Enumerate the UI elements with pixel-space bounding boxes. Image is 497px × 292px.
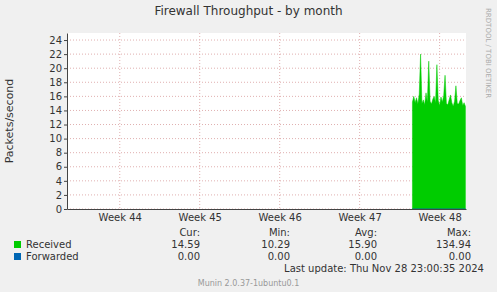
y-tick: 16 [49, 91, 67, 102]
y-tick: 24 [49, 35, 67, 46]
y-tick-mark [64, 110, 67, 111]
grid-line-y [67, 166, 466, 167]
line [412, 209, 465, 210]
y-tick-mark [64, 167, 67, 168]
y-tick: 10 [49, 133, 67, 144]
y-tick-mark [64, 181, 67, 182]
y-axis-line [67, 34, 68, 210]
y-tick: 6 [56, 161, 67, 172]
x-tick-label: Week 44 [99, 212, 142, 223]
stats-value: 0.00 [449, 251, 471, 262]
y-tick-label: 10 [49, 133, 62, 144]
y-tick-mark [64, 153, 67, 154]
y-axis-title: Packets/second [3, 79, 16, 164]
y-tick: 12 [49, 119, 67, 130]
y-tick-label: 0 [56, 204, 62, 215]
y-tick-label: 16 [49, 91, 62, 102]
grid-line-y [67, 96, 466, 97]
stats-value: 0.00 [268, 251, 290, 262]
stats-value: 15.90 [348, 239, 377, 250]
x-tick-label: Week 45 [179, 212, 222, 223]
y-tick-mark [64, 209, 67, 210]
y-tick: 18 [49, 77, 67, 88]
y-tick-mark [64, 54, 67, 55]
y-tick: 0 [56, 204, 67, 215]
grid-line-y [67, 82, 466, 83]
y-tick-label: 4 [56, 176, 62, 187]
grid-line-y [67, 40, 466, 41]
grid-line-x [199, 33, 200, 209]
y-tick-mark [64, 82, 67, 83]
grid-line-x [279, 33, 280, 209]
grid-line-y [67, 68, 466, 69]
stats-header: Max: [447, 227, 471, 238]
stats-value: 0.00 [178, 251, 200, 262]
x-axis-line [68, 209, 467, 210]
y-tick: 14 [49, 105, 67, 116]
x-tick: Week 44 [99, 209, 142, 223]
y-tick: 22 [49, 49, 67, 60]
y-tick-label: 20 [49, 63, 62, 74]
grid-line-y [67, 180, 466, 181]
grid-line-x [119, 33, 120, 209]
y-tick-label: 8 [56, 147, 62, 158]
x-axis: Week 44 Week 45 Week 46 Week 47 Week 48 [68, 209, 467, 223]
y-tick-mark [64, 96, 67, 97]
legend-swatch [14, 241, 21, 248]
grid-line-y [67, 124, 466, 125]
y-tick-label: 14 [49, 105, 62, 116]
legend-swatch [14, 253, 21, 260]
stats-header: Min: [269, 227, 290, 238]
last-update: Last update: Thu Nov 28 23:00:35 2024 [284, 263, 484, 274]
grid-line-y [67, 138, 466, 139]
y-tick-label: 22 [49, 49, 62, 60]
legend-label: Forwarded [26, 251, 79, 262]
stats-value: 134.94 [436, 239, 471, 250]
x-tick-label: Week 46 [259, 212, 302, 223]
footer: Munin 2.0.37-1ubuntu0.1 [198, 279, 300, 288]
grid-line-y [67, 194, 466, 195]
grid-line-y [67, 152, 466, 153]
legend-label: Received [26, 239, 72, 250]
stats-header: Avg: [355, 227, 377, 238]
x-tick-label: Week 48 [418, 212, 461, 223]
y-tick-mark [64, 125, 67, 126]
y-tick-mark [64, 68, 67, 69]
y-tick: 8 [56, 147, 67, 158]
y-tick-mark [64, 40, 67, 41]
y-tick-label: 6 [56, 161, 62, 172]
plot [412, 54, 465, 209]
stats-value: 0.00 [355, 251, 377, 262]
x-tick: Week 47 [338, 209, 381, 223]
y-tick-mark [64, 195, 67, 196]
y-tick: 20 [49, 63, 67, 74]
y-tick-label: 2 [56, 190, 62, 201]
area [412, 54, 465, 209]
chart: 024681012141618202224Week 44Week 45Week … [0, 0, 497, 292]
stats-value: 14.59 [171, 239, 200, 250]
grid-line-y [67, 110, 466, 111]
y-tick: 2 [56, 190, 67, 201]
stats-value: 10.29 [261, 239, 290, 250]
y-tick-label: 18 [49, 77, 62, 88]
grid [67, 33, 466, 209]
stats-header: Cur: [179, 227, 200, 238]
y-tick-label: 24 [49, 35, 62, 46]
title: Firewall Throughput - by month [154, 4, 342, 18]
y-tick: 4 [56, 176, 67, 187]
x-tick: Week 45 [179, 209, 222, 223]
plot-area [67, 33, 466, 209]
y-tick-label: 12 [49, 119, 62, 130]
x-tick-label: Week 47 [338, 212, 381, 223]
y-tick-mark [64, 139, 67, 140]
grid-line-x [359, 33, 360, 209]
background [0, 0, 497, 292]
grid-line-y [67, 54, 466, 55]
grid-line-y [67, 209, 466, 210]
side-text: RRDTOOL / TOBI OETIKER [484, 8, 492, 98]
y-axis: 024681012141618202224 [49, 34, 67, 215]
x-tick: Week 48 [418, 209, 461, 223]
x-tick: Week 46 [259, 209, 302, 223]
